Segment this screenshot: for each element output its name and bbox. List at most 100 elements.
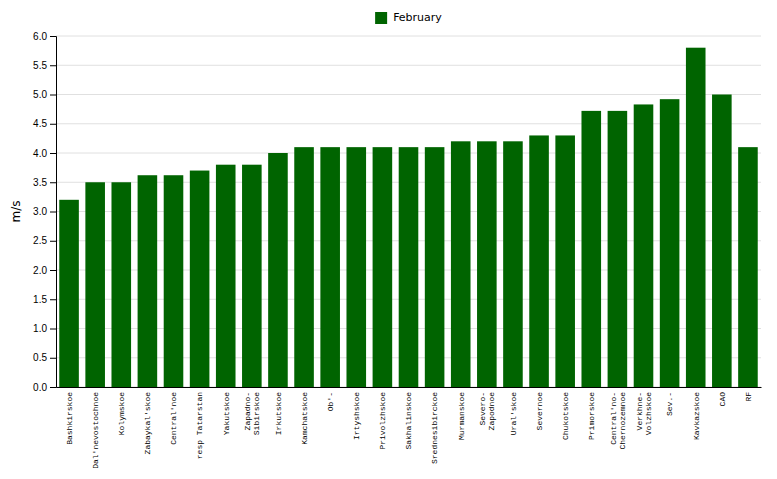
y-tick: 1.5 xyxy=(33,294,56,305)
x-tick-label-line: Central'noe xyxy=(169,392,178,445)
x-tick: Bashkirskoe xyxy=(65,392,74,445)
x-tick: Ural'skoe xyxy=(509,392,518,435)
y-tick-label: 2.5 xyxy=(33,235,47,246)
x-tick: Central'noe xyxy=(169,392,178,445)
y-tick-label: 4.0 xyxy=(33,148,47,159)
x-tick-label-line: Ob'- xyxy=(326,392,335,411)
y-tick: 5.0 xyxy=(33,89,56,100)
y-tick-label: 3.0 xyxy=(33,206,47,217)
bar xyxy=(608,111,628,387)
y-tick-label: 5.0 xyxy=(33,89,47,100)
x-tick: Zabaykal'skoe xyxy=(143,392,152,455)
x-tick: Srednesibirсkoe xyxy=(430,392,439,464)
y-tick: 5.5 xyxy=(33,60,56,71)
y-tick-label: 1.0 xyxy=(33,323,47,334)
x-tick-label-line: Dal'nevostochnoe xyxy=(91,392,100,469)
x-tick: Yakutskoe xyxy=(222,392,231,435)
x-tick-label-line: resp Tatarstan xyxy=(195,392,204,459)
x-tick-label-line: Verkhne- xyxy=(635,392,644,430)
bar xyxy=(242,165,262,387)
x-tick-label: Yakutskoe xyxy=(222,392,231,435)
x-tick-label: Dal'nevostochnoe xyxy=(91,392,100,469)
x-tick-label-line: Volzhskoe xyxy=(644,392,653,435)
y-tick-mark xyxy=(50,329,56,330)
bar xyxy=(399,147,419,387)
y-tick: 4.0 xyxy=(33,148,56,159)
legend-label: February xyxy=(393,11,442,24)
y-tick-mark xyxy=(50,270,56,271)
x-tick-label: Central'noe xyxy=(169,392,178,445)
x-tick-label-line: Severo- xyxy=(478,392,487,426)
y-tick-label: 0.0 xyxy=(33,382,47,393)
x-tick: Kavkazskoe xyxy=(692,392,701,440)
x-tick-label-line: Bashkirskoe xyxy=(65,392,74,445)
x-tick: Primorskoe xyxy=(587,392,596,440)
y-tick-mark xyxy=(50,36,56,37)
bars xyxy=(59,48,757,387)
x-tick-label-line: Kolymskoe xyxy=(117,392,126,435)
x-axis-line xyxy=(57,387,762,388)
y-tick-mark xyxy=(50,299,56,300)
x-tick-label: Kolymskoe xyxy=(117,392,126,435)
x-tick-label-line: Zabaykal'skoe xyxy=(143,392,152,455)
y-axis-title: m/s xyxy=(9,201,23,223)
x-tick: Privolzhskoe xyxy=(378,392,387,450)
x-tick-label-line: Central'no- xyxy=(609,392,618,445)
grid xyxy=(56,36,761,387)
y-tick: 3.0 xyxy=(33,206,56,217)
x-tick-label: RF xyxy=(744,392,753,402)
y-axis-line xyxy=(50,37,57,388)
bar xyxy=(294,147,314,387)
legend: February xyxy=(375,11,442,24)
x-tick-label-line: Kamchatskoe xyxy=(300,392,309,445)
grid-line xyxy=(56,65,761,66)
x-tick: Sakhalinskoe xyxy=(404,392,413,450)
y-tick-mark xyxy=(50,95,56,96)
y-axis: 0.00.51.01.52.02.53.03.54.04.55.05.56.0 xyxy=(33,31,56,393)
bar xyxy=(738,147,758,387)
bar xyxy=(268,153,288,387)
bar xyxy=(660,99,680,387)
x-tick-label-line: Sev.- xyxy=(665,392,674,416)
bar xyxy=(503,141,523,387)
x-tick-label-line: Srednesibirсkoe xyxy=(430,392,439,464)
x-tick-label: Kamchatskoe xyxy=(300,392,309,445)
bar xyxy=(164,175,184,387)
x-tick: Irtyshskoe xyxy=(352,392,361,440)
x-tick-label: Sakhalinskoe xyxy=(404,392,413,450)
y-tick: 2.5 xyxy=(33,235,56,246)
bar xyxy=(529,135,549,387)
x-tick: Chukotskoe xyxy=(561,392,570,440)
bar xyxy=(451,141,471,387)
bar xyxy=(686,48,706,387)
x-tick-label: Murmanskoe xyxy=(457,392,466,440)
bar xyxy=(216,165,236,387)
y-tick: 4.5 xyxy=(33,118,56,129)
y-tick-label: 5.5 xyxy=(33,60,47,71)
x-tick: Kamchatskoe xyxy=(300,392,309,445)
x-tick-label: Central'no-Chernozemnoe xyxy=(609,392,627,450)
x-tick: Central'no-Chernozemnoe xyxy=(609,392,627,450)
x-tick-label: Sev.- xyxy=(665,392,674,416)
bar xyxy=(477,141,497,387)
y-tick-mark xyxy=(50,241,56,242)
y-tick-mark xyxy=(50,124,56,125)
y-tick: 2.0 xyxy=(33,265,56,276)
plot: 0.00.51.01.52.02.53.03.54.04.55.05.56.0B… xyxy=(33,31,761,469)
x-tick: CAO xyxy=(718,392,727,407)
x-tick-label-line: Yakutskoe xyxy=(222,392,231,435)
bar xyxy=(373,147,393,387)
x-tick-label: Ob'- xyxy=(326,392,335,411)
x-tick-label-line: Privolzhskoe xyxy=(378,392,387,450)
x-tick-label: Zabaykal'skoe xyxy=(143,392,152,455)
y-tick-mark xyxy=(50,153,56,154)
x-tick-label: Srednesibirсkoe xyxy=(430,392,439,464)
x-tick-label-line: Kavkazskoe xyxy=(692,392,701,440)
x-tick-label: Kavkazskoe xyxy=(692,392,701,440)
x-tick: RF xyxy=(744,392,753,402)
x-tick-label: CAO xyxy=(718,392,727,407)
y-tick: 6.0 xyxy=(33,31,56,42)
x-tick-label: Severo-Zapodnoe xyxy=(478,392,496,431)
bar xyxy=(111,182,131,387)
y-tick-label: 1.5 xyxy=(33,294,47,305)
